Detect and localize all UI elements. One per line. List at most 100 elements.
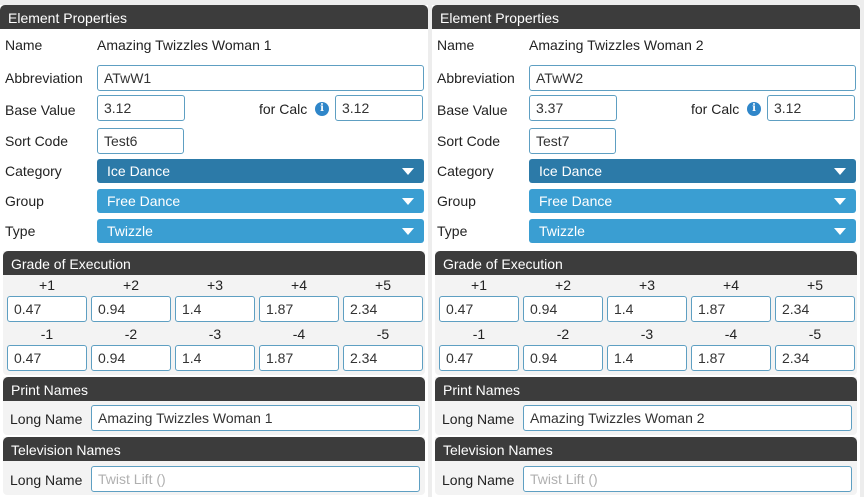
group-select[interactable]: Free Dance	[97, 189, 424, 213]
goe-label-minus4: -4	[292, 326, 306, 342]
group-label: Group	[437, 193, 476, 209]
goe-input-plus4[interactable]: 1.87	[691, 296, 771, 322]
goe-label-plus3: +3	[207, 277, 223, 293]
print-names-section: Print Names Long Name Amazing Twizzles W…	[3, 377, 425, 435]
type-select-value: Twizzle	[107, 223, 153, 239]
goe-label-plus4: +4	[723, 277, 739, 293]
print-long-name-input[interactable]: Amazing Twizzles Woman 2	[523, 405, 852, 431]
goe-input-minus4[interactable]: 1.87	[259, 345, 339, 371]
goe-label-minus1: -1	[472, 326, 486, 342]
goe-input-plus5[interactable]: 2.34	[775, 296, 855, 322]
print-names-section: Print Names Long Name Amazing Twizzles W…	[435, 377, 857, 435]
goe-input-plus3[interactable]: 1.4	[607, 296, 687, 322]
goe-input-minus1[interactable]: 0.47	[7, 345, 87, 371]
for-calc-input[interactable]: 3.12	[767, 95, 855, 121]
goe-label-plus1: +1	[471, 277, 487, 293]
goe-label-plus1: +1	[39, 277, 55, 293]
for-calc-label: for Calc	[259, 101, 308, 117]
goe-label-plus2: +2	[123, 277, 139, 293]
category-select[interactable]: Ice Dance	[97, 159, 424, 183]
element-panel-2: Element Properties Name Amazing Twizzles…	[432, 5, 860, 497]
abbreviation-label: Abbreviation	[437, 70, 515, 86]
goe-input-plus4[interactable]: 1.87	[259, 296, 339, 322]
goe-label-plus5: +5	[375, 277, 391, 293]
goe-label-minus5: -5	[376, 326, 390, 342]
goe-input-minus5[interactable]: 2.34	[343, 345, 423, 371]
group-label: Group	[5, 193, 44, 209]
goe-input-plus3[interactable]: 1.4	[175, 296, 255, 322]
group-select-value: Free Dance	[539, 193, 613, 209]
goe-input-plus2[interactable]: 0.94	[91, 296, 171, 322]
for-calc-label: for Calc	[691, 101, 740, 117]
name-value: Amazing Twizzles Woman 1	[97, 37, 272, 53]
type-select[interactable]: Twizzle	[529, 219, 856, 243]
group-select[interactable]: Free Dance	[529, 189, 856, 213]
goe-label-minus3: -3	[208, 326, 222, 342]
for-calc-input[interactable]: 3.12	[335, 95, 423, 121]
goe-input-minus3[interactable]: 1.4	[175, 345, 255, 371]
element-panel-1: Element Properties Name Amazing Twizzles…	[0, 5, 428, 497]
base-value-label: Base Value	[5, 102, 76, 118]
print-long-name-label: Long Name	[10, 411, 83, 427]
category-label: Category	[437, 163, 494, 179]
print-long-name-input[interactable]: Amazing Twizzles Woman 1	[91, 405, 420, 431]
sort-code-input[interactable]: Test6	[97, 128, 184, 154]
goe-input-plus5[interactable]: 2.34	[343, 296, 423, 322]
name-label: Name	[5, 37, 43, 53]
abbreviation-input[interactable]: ATwW1	[97, 65, 424, 91]
goe-input-minus1[interactable]: 0.47	[439, 345, 519, 371]
goe-input-minus5[interactable]: 2.34	[775, 345, 855, 371]
goe-label-minus4: -4	[724, 326, 738, 342]
goe-input-plus2[interactable]: 0.94	[523, 296, 603, 322]
goe-label-plus3: +3	[639, 277, 655, 293]
chevron-down-icon	[402, 228, 414, 235]
abbreviation-label: Abbreviation	[5, 70, 83, 86]
chevron-down-icon	[834, 228, 846, 235]
goe-label-plus4: +4	[291, 277, 307, 293]
group-select-value: Free Dance	[107, 193, 181, 209]
television-names-header: Television Names	[435, 437, 857, 461]
tv-long-name-label: Long Name	[10, 472, 83, 488]
category-select-value: Ice Dance	[539, 163, 603, 179]
goe-label-plus5: +5	[807, 277, 823, 293]
type-select-value: Twizzle	[539, 223, 585, 239]
tv-long-name-label: Long Name	[442, 472, 515, 488]
print-names-header: Print Names	[435, 377, 857, 401]
goe-input-plus1[interactable]: 0.47	[7, 296, 87, 322]
goe-input-minus3[interactable]: 1.4	[607, 345, 687, 371]
tv-long-name-input[interactable]: Twist Lift ()	[91, 466, 420, 492]
tv-long-name-input[interactable]: Twist Lift ()	[523, 466, 852, 492]
category-label: Category	[5, 163, 62, 179]
base-value-label: Base Value	[437, 102, 508, 118]
chevron-down-icon	[834, 168, 846, 175]
goe-input-plus1[interactable]: 0.47	[439, 296, 519, 322]
chevron-down-icon	[402, 198, 414, 205]
base-value-input[interactable]: 3.12	[97, 95, 185, 121]
info-icon[interactable]: i	[315, 102, 329, 116]
print-names-header: Print Names	[3, 377, 425, 401]
category-select[interactable]: Ice Dance	[529, 159, 856, 183]
goe-input-minus4[interactable]: 1.87	[691, 345, 771, 371]
goe-header: Grade of Execution	[435, 251, 857, 275]
goe-label-plus2: +2	[555, 277, 571, 293]
type-select[interactable]: Twizzle	[97, 219, 424, 243]
type-label: Type	[437, 223, 468, 239]
info-icon[interactable]: i	[747, 102, 761, 116]
name-value: Amazing Twizzles Woman 2	[529, 37, 704, 53]
category-select-value: Ice Dance	[107, 163, 171, 179]
element-properties-header: Element Properties	[432, 5, 860, 29]
goe-label-minus2: -2	[124, 326, 138, 342]
goe-section: Grade of Execution +1 +2 +3 +4 +5 0.47 0…	[3, 251, 425, 375]
goe-label-minus2: -2	[556, 326, 570, 342]
goe-input-minus2[interactable]: 0.94	[523, 345, 603, 371]
element-properties-header: Element Properties	[0, 5, 428, 29]
goe-header: Grade of Execution	[3, 251, 425, 275]
goe-input-minus2[interactable]: 0.94	[91, 345, 171, 371]
sort-code-input[interactable]: Test7	[529, 128, 616, 154]
goe-section: Grade of Execution +1 +2 +3 +4 +5 0.47 0…	[435, 251, 857, 375]
abbreviation-input[interactable]: ATwW2	[529, 65, 856, 91]
sort-code-label: Sort Code	[5, 133, 69, 149]
television-names-section: Television Names Long Name Twist Lift ()	[435, 437, 857, 495]
base-value-input[interactable]: 3.37	[529, 95, 617, 121]
goe-label-minus1: -1	[40, 326, 54, 342]
